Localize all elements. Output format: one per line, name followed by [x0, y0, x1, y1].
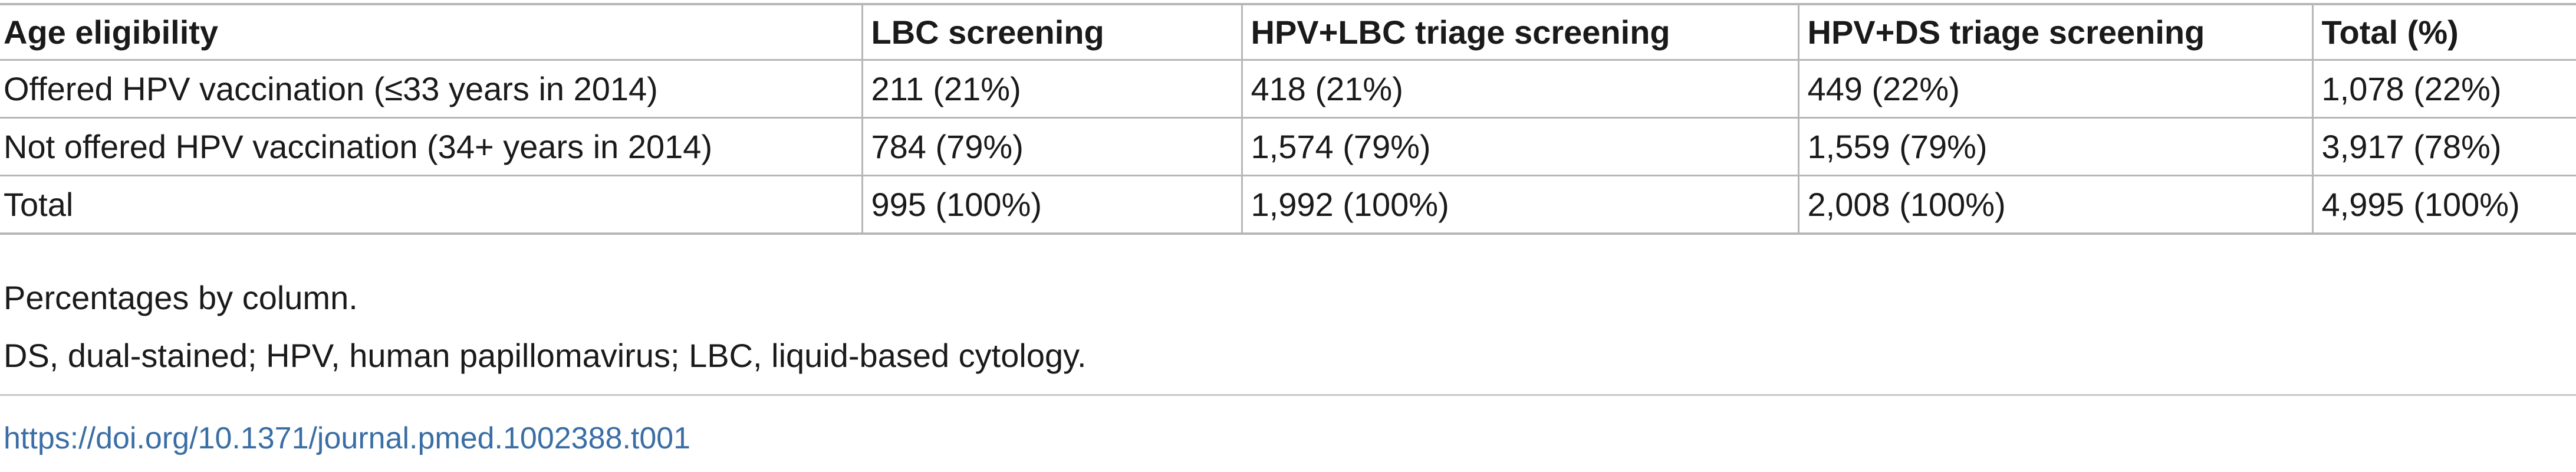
table-cell: 1,574 (79%) — [1241, 117, 1798, 176]
table-cell: 2,008 (100%) — [1797, 175, 2312, 235]
column-header-age-eligibility: Age eligibility — [0, 3, 862, 61]
doi-link[interactable]: https://doi.org/10.1371/journal.pmed.100… — [4, 421, 691, 455]
row-label: Not offered HPV vaccination (34+ years i… — [0, 117, 862, 176]
table-cell: 784 (79%) — [861, 117, 1242, 176]
eligibility-table: Age eligibility LBC screening HPV+LBC tr… — [0, 3, 2576, 235]
footnote-abbreviations: DS, dual-stained; HPV, human papillomavi… — [4, 337, 1087, 374]
table-cell: 449 (22%) — [1797, 59, 2312, 119]
column-header-hpv-ds-triage: HPV+DS triage screening — [1797, 3, 2312, 61]
column-header-lbc-screening: LBC screening — [861, 3, 1242, 61]
table-cell: 995 (100%) — [861, 175, 1242, 235]
table-cell: 4,995 (100%) — [2311, 175, 2576, 235]
footnote-percentages: Percentages by column. — [4, 279, 358, 316]
table-cell: 418 (21%) — [1241, 59, 1798, 119]
table-row: Not offered HPV vaccination (34+ years i… — [0, 117, 2576, 176]
column-header-hpv-lbc-triage: HPV+LBC triage screening — [1241, 3, 1798, 61]
table-cell: 1,078 (22%) — [2311, 59, 2576, 119]
table-cell: 211 (21%) — [861, 59, 1242, 119]
row-label: Offered HPV vaccination (≤33 years in 20… — [0, 59, 862, 119]
row-label: Total — [0, 175, 862, 235]
divider — [0, 394, 2576, 396]
table-cell: 1,559 (79%) — [1797, 117, 2312, 176]
table-cell: 1,992 (100%) — [1241, 175, 1798, 235]
table-cell: 3,917 (78%) — [2311, 117, 2576, 176]
column-header-total: Total (%) — [2311, 3, 2576, 61]
table-row: Total 995 (100%) 1,992 (100%) 2,008 (100… — [0, 175, 2576, 235]
table-row: Offered HPV vaccination (≤33 years in 20… — [0, 59, 2576, 119]
header-row: Age eligibility LBC screening HPV+LBC tr… — [0, 3, 2576, 61]
